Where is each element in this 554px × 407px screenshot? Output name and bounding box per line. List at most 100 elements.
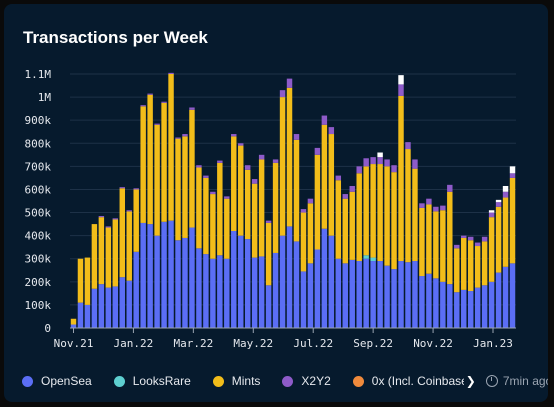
bar-week[interactable] — [279, 90, 286, 328]
bar-week[interactable] — [405, 142, 411, 328]
chevron-right-icon[interactable]: ❯ — [465, 374, 476, 388]
y-tick-label: 700k — [25, 160, 52, 173]
legend-item-x2y2[interactable]: X2Y2 — [282, 374, 331, 388]
bar-segment-x2y2 — [105, 226, 112, 228]
bar-week[interactable] — [488, 210, 495, 328]
bar-week[interactable] — [272, 159, 279, 328]
bar-week[interactable] — [342, 194, 348, 328]
bar-week[interactable] — [433, 206, 439, 328]
bar-segment-mints — [405, 149, 411, 263]
bar-week[interactable] — [154, 123, 160, 328]
bar-week[interactable] — [502, 185, 509, 328]
bar-week[interactable] — [307, 198, 314, 328]
bar-week[interactable] — [391, 165, 397, 328]
bar-week[interactable] — [175, 137, 181, 329]
bar-week[interactable] — [224, 196, 230, 328]
bar-week[interactable] — [467, 236, 474, 328]
bar-week[interactable] — [98, 216, 105, 328]
bar-segment-opensea — [419, 276, 425, 328]
bar-week[interactable] — [474, 242, 481, 328]
bar-segment-x2y2 — [175, 137, 181, 139]
bar-week[interactable] — [217, 160, 223, 328]
bar-segment-opensea — [370, 261, 376, 328]
bar-week[interactable] — [91, 224, 98, 328]
bar-segment-x2y2 — [391, 165, 397, 173]
bar-week[interactable] — [398, 75, 404, 328]
bar-week[interactable] — [509, 166, 516, 328]
bar-week[interactable] — [105, 226, 112, 328]
bar-week[interactable] — [112, 218, 119, 328]
bar-week[interactable] — [495, 199, 502, 328]
bar-week[interactable] — [182, 134, 188, 328]
bar-week[interactable] — [300, 209, 307, 328]
bar-week[interactable] — [293, 134, 300, 328]
bar-week[interactable] — [335, 175, 342, 328]
bar-week[interactable] — [147, 93, 153, 328]
bar-week[interactable] — [363, 158, 369, 328]
bar-week[interactable] — [231, 134, 237, 328]
refresh-text: 7min ago — [502, 374, 548, 388]
bar-week[interactable] — [70, 318, 77, 328]
bar-week[interactable] — [265, 220, 272, 328]
bar-week[interactable] — [412, 159, 418, 328]
bar-week[interactable] — [286, 78, 293, 328]
bar-week[interactable] — [133, 188, 139, 328]
bar-segment-x2y2 — [98, 216, 105, 218]
bar-segment-opensea — [258, 256, 265, 328]
bar-week[interactable] — [189, 107, 195, 328]
bar-week[interactable] — [419, 203, 425, 328]
bar-week[interactable] — [447, 184, 453, 328]
y-tick-label: 0 — [44, 322, 51, 335]
bar-week[interactable] — [349, 185, 355, 328]
bar-segment-x2y2 — [467, 236, 474, 241]
x-tick-label: Nov.21 — [54, 337, 94, 350]
bar-week[interactable] — [238, 143, 244, 328]
bar-segment-opensea — [405, 262, 411, 328]
bar-week[interactable] — [140, 105, 146, 328]
bar-segment-opensea — [321, 228, 328, 328]
bar-segment-mints — [363, 166, 369, 256]
bar-segment-x2y2 — [321, 115, 328, 125]
bar-segment-other — [377, 152, 383, 158]
bar-week[interactable] — [168, 72, 174, 328]
bar-week[interactable] — [384, 159, 390, 328]
legend-item-mints[interactable]: Mints — [212, 374, 261, 388]
legend-label-mints: Mints — [231, 374, 261, 388]
bar-week[interactable] — [161, 101, 167, 328]
legend-item-looksrare[interactable]: LooksRare — [113, 374, 191, 388]
y-tick-label: 300k — [25, 253, 52, 266]
bar-week[interactable] — [454, 244, 460, 328]
legend-item-0x[interactable]: 0x (Incl. Coinbase — [352, 374, 464, 388]
bar-week[interactable] — [461, 235, 467, 328]
legend-item-opensea[interactable]: OpenSea — [22, 374, 92, 388]
bar-week[interactable] — [314, 147, 321, 328]
bar-week[interactable] — [440, 205, 446, 328]
bar-week[interactable] — [196, 165, 202, 328]
bar-week[interactable] — [481, 236, 488, 328]
bar-segment-opensea — [84, 304, 91, 328]
bar-week[interactable] — [251, 179, 258, 328]
bar-week[interactable] — [356, 166, 362, 328]
y-tick-label: 600k — [25, 183, 52, 196]
bar-week[interactable] — [370, 157, 376, 328]
bar-week[interactable] — [210, 191, 216, 328]
bar-week[interactable] — [244, 165, 251, 328]
bar-week[interactable] — [126, 210, 132, 328]
bar-segment-opensea — [335, 258, 342, 328]
bar-week[interactable] — [321, 115, 328, 328]
bar-segment-x2y2 — [182, 134, 188, 137]
bar-segment-opensea — [398, 261, 404, 328]
bar-week[interactable] — [328, 127, 335, 328]
bar-week[interactable] — [377, 152, 383, 328]
bar-segment-opensea — [105, 287, 112, 328]
bar-segment-opensea — [244, 239, 251, 328]
bar-week[interactable] — [119, 187, 125, 328]
bar-segment-mints — [495, 206, 502, 273]
bar-week[interactable] — [258, 154, 265, 328]
bar-segment-x2y2 — [210, 191, 216, 195]
bar-week[interactable] — [203, 175, 209, 328]
bar-segment-opensea — [98, 284, 105, 328]
bar-week[interactable] — [426, 198, 432, 328]
bar-week[interactable] — [77, 258, 84, 328]
bar-week[interactable] — [84, 257, 91, 328]
